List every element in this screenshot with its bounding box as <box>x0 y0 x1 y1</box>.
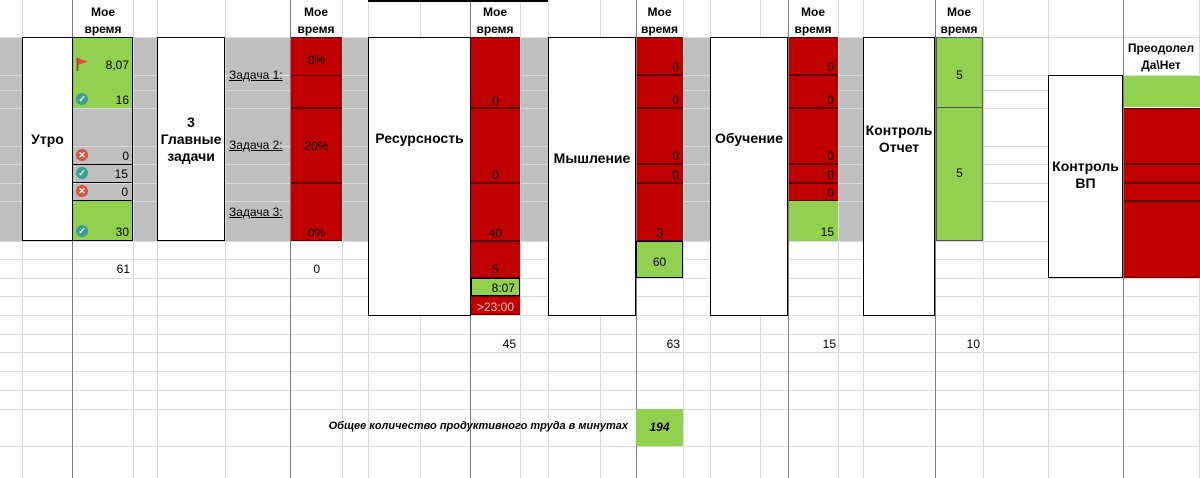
overcame-cell-4[interactable] <box>1124 183 1200 201</box>
task-label-2: Задача 2: <box>229 138 283 152</box>
resource-cell-3[interactable]: 40 <box>471 183 520 241</box>
learning-cell-6[interactable]: 15 <box>789 201 838 241</box>
morning-box <box>22 37 73 241</box>
main-tasks-cell-2[interactable]: 20% <box>291 108 342 183</box>
learning-cell-5[interactable]: 0 <box>789 183 838 201</box>
learning-cell-3[interactable]: 0 <box>789 108 838 164</box>
header-my-time: Мое время <box>640 5 679 36</box>
cross-circle-icon: ✕ <box>76 149 88 161</box>
resource-cell-1[interactable]: 0 <box>471 37 520 108</box>
resource-cell-2[interactable]: 0 <box>471 108 520 183</box>
morning-label: Утро <box>31 131 64 147</box>
flag-icon <box>76 58 88 71</box>
resource-cell-6[interactable]: >23:00 <box>471 296 520 315</box>
task-label-3: Задача 3: <box>229 205 283 219</box>
control-report-label: Контроль Отчет <box>865 122 933 155</box>
resource-total: 45 <box>502 337 516 351</box>
thinking-cell-4[interactable]: 0 <box>637 164 683 183</box>
thinking-cell-3[interactable]: 0 <box>637 108 683 164</box>
morning-cell-3[interactable]: 0 <box>122 149 129 163</box>
header-my-time: Мое время <box>476 5 514 36</box>
main-tasks-total: 0 <box>313 262 320 276</box>
main-tasks-box <box>157 37 225 241</box>
task-label-1: Задача 1: <box>229 68 283 82</box>
main-tasks-label: 3 Главные задачи <box>160 114 222 164</box>
cross-circle-icon: ✕ <box>76 185 88 197</box>
thinking-box <box>548 37 636 316</box>
thinking-cell-5[interactable]: 3 <box>637 183 683 241</box>
overcame-cell-1[interactable] <box>1124 76 1200 107</box>
thinking-cell-2[interactable]: 0 <box>637 75 683 108</box>
resourcefulness-box <box>368 37 471 316</box>
learning-total: 15 <box>822 337 836 351</box>
resource-cell-4[interactable]: 5 <box>471 241 520 278</box>
control-cell-2[interactable]: 5 <box>936 108 983 241</box>
resource-cell-5[interactable]: 8:07 <box>471 278 520 296</box>
overcame-cell-2[interactable] <box>1124 108 1200 164</box>
check-circle-icon: ✓ <box>76 93 88 105</box>
main-tasks-cell-1[interactable]: 0% <box>291 37 342 108</box>
header-my-time: Мое время <box>794 5 832 36</box>
summary-label: Общее количество продуктивного труда в м… <box>328 420 628 432</box>
learning-cell-4[interactable]: 0 <box>789 164 838 183</box>
overcame-cell-3[interactable] <box>1124 164 1200 183</box>
overcame-cell-5[interactable] <box>1124 201 1200 278</box>
thinking-cell-6[interactable]: 60 <box>636 241 683 278</box>
header-overcame: Преодолел Да\Нет <box>1127 41 1195 72</box>
learning-box <box>710 37 788 316</box>
control-report-box <box>863 37 935 316</box>
morning-total: 61 <box>116 262 130 276</box>
check-circle-icon: ✓ <box>76 225 88 237</box>
check-circle-icon: ✓ <box>76 167 88 179</box>
control-vp-box <box>1048 75 1123 278</box>
control-vp-label: Контроль ВП <box>1052 158 1119 191</box>
summary-value[interactable]: 194 <box>636 409 683 446</box>
control-cell-1[interactable]: 5 <box>936 37 983 108</box>
main-tasks-cell-3[interactable]: 0% <box>291 183 342 241</box>
header-my-time: Мое время <box>297 5 335 36</box>
header-my-time: Мое время <box>940 5 978 36</box>
thinking-label: Мышление <box>553 150 631 166</box>
control-total: 10 <box>966 337 980 351</box>
thinking-total: 63 <box>666 337 680 351</box>
learning-cell-2[interactable]: 0 <box>789 75 838 108</box>
resourcefulness-label: Ресурсность <box>375 130 464 146</box>
learning-cell-1[interactable]: 0 <box>789 37 838 75</box>
morning-cell-1[interactable]: 8,07 <box>72 37 133 75</box>
thinking-cell-1[interactable]: 0 <box>637 37 683 75</box>
header-my-time: Мое время <box>84 5 122 36</box>
learning-label: Обучение <box>715 130 783 146</box>
